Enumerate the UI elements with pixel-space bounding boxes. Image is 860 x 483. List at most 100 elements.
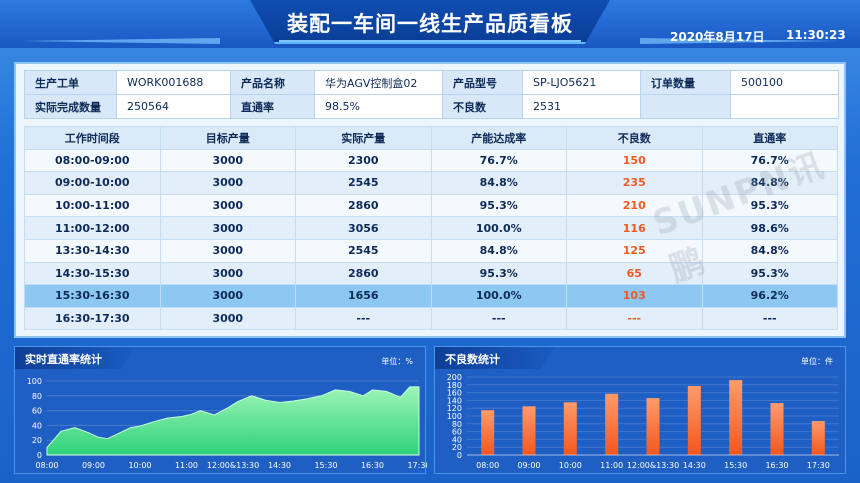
order-qty-value: 500100 (730, 70, 839, 95)
y-tick-label: 0 (457, 451, 462, 460)
pass-rate-chart-panel: 实时直通率统计 单位：% 0 20 40 60 80 100 08:00 09:00 10:00… (14, 346, 427, 474)
y-tick-label: 120 (447, 404, 462, 413)
x-tick-label: 08:00 (35, 461, 58, 470)
table-cell: 3000 (159, 216, 296, 240)
table-cell: 08:00-09:00 (24, 148, 161, 173)
table-cell: 84.8% (701, 171, 838, 195)
header: 装配一车间一线生产品质看板 2020年8月17日 11:30:23 (0, 0, 860, 48)
x-tick-label: 11:00 (175, 461, 198, 470)
table-cell: 116 (566, 216, 703, 240)
completed-qty-label: 实际完成数量 (24, 94, 117, 119)
info-row-2: 实际完成数量 250564 直通率 98.5% 不良数 2531 (24, 94, 839, 119)
defect-bar (729, 380, 743, 455)
x-tick-label: 14:30 (683, 461, 706, 470)
table-cell: 15:30-16:30 (24, 284, 161, 308)
table-row[interactable]: 16:30-17:30 3000 --- --- --- --- (24, 306, 838, 331)
pass-rate-chart-unit: 单位：% (381, 357, 413, 366)
empty-label-cell (640, 94, 731, 119)
x-tick-label: 11:00 (600, 461, 623, 470)
table-cell: 2300 (295, 148, 432, 173)
x-tick-label: 08:00 (476, 461, 499, 470)
product-name-label: 产品名称 (230, 70, 315, 95)
table-cell: 100.0% (430, 284, 567, 308)
y-tick-label: 0 (37, 451, 42, 460)
column-header: 目标产量 (159, 126, 296, 150)
table-cell: 76.7% (701, 148, 838, 173)
order-qty-label: 订单数量 (640, 70, 731, 95)
table-cell: 95.3% (430, 261, 567, 286)
defect-bar (770, 403, 784, 455)
table-row[interactable]: 13:30-14:30 3000 2545 84.8% 125 84.8% (24, 238, 838, 263)
title-plate (250, 0, 610, 44)
product-model-label: 产品型号 (442, 70, 523, 95)
x-tick-label: 17:30 (407, 461, 427, 470)
header-decoration-left (20, 38, 220, 44)
defect-bar (522, 406, 536, 456)
work-order-label: 生产工单 (24, 70, 117, 95)
pass-rate-chart-title: 实时直通率统计 (25, 353, 102, 366)
product-name-value: 华为AGV控制盒02 (314, 70, 443, 95)
table-cell: 76.7% (430, 148, 567, 173)
header-time: 11:30:23 (786, 28, 846, 42)
y-tick-label: 40 (452, 435, 462, 444)
table-cell: 3000 (159, 261, 296, 286)
table-cell: 2545 (295, 238, 432, 263)
defect-bar (646, 398, 660, 455)
y-tick-label: 80 (452, 420, 462, 429)
x-tick-label: 10:00 (559, 461, 582, 470)
table-cell: --- (295, 306, 432, 331)
table-cell: 1656 (295, 284, 432, 308)
defect-bar (811, 421, 825, 455)
table-row[interactable]: 10:00-11:00 3000 2860 95.3% 210 95.3% (24, 193, 838, 218)
defect-chart-title: 不良数统计 (445, 353, 500, 366)
table-cell: 2860 (295, 193, 432, 218)
x-tick-label: 10:00 (128, 461, 151, 470)
table-row[interactable]: 11:00-12:00 3000 3056 100.0% 116 98.6% (24, 216, 838, 240)
table-cell: 95.3% (430, 193, 567, 218)
table-cell: 3000 (159, 284, 296, 308)
y-tick-label: 100 (447, 412, 462, 421)
table-row[interactable]: 15:30-16:30 3000 1656 100.0% 103 96.2% (24, 284, 838, 308)
table-cell: 84.8% (430, 171, 567, 195)
header-decoration-right (640, 38, 840, 44)
table-cell: 3000 (159, 148, 296, 173)
hourly-production-table: 工作时间段 目标产量 实际产量 产能达成率 不良数 直通率 08:00-09:00 3000… (24, 126, 838, 331)
completed-qty-value: 250564 (116, 94, 231, 119)
x-tick-label: 09:00 (517, 461, 540, 470)
table-cell: 13:30-14:30 (24, 238, 161, 263)
defect-bar (687, 386, 701, 455)
table-cell: 3056 (295, 216, 432, 240)
x-tick-label: 09:00 (82, 461, 105, 470)
y-tick-label: 100 (27, 377, 42, 386)
table-cell: 95.3% (701, 193, 838, 218)
table-row[interactable]: 14:30-15:30 3000 2860 95.3% 65 95.3% (24, 261, 838, 286)
empty-value-cell (730, 94, 839, 119)
table-cell: 3000 (159, 238, 296, 263)
chart-title-plate (15, 347, 135, 369)
y-tick-label: 140 (447, 396, 462, 405)
column-header: 产能达成率 (430, 126, 567, 150)
x-tick-label: 15:30 (724, 461, 747, 470)
table-cell: --- (701, 306, 838, 331)
table-cell: 84.8% (701, 238, 838, 263)
y-tick-label: 160 (447, 389, 462, 398)
defect-count-value: 2531 (522, 94, 641, 119)
x-tick-label: 14:30 (268, 461, 291, 470)
y-tick-label: 180 (447, 381, 462, 390)
x-tick-label: 17:30 (807, 461, 830, 470)
table-row[interactable]: 08:00-09:00 3000 2300 76.7% 150 76.7% (24, 148, 838, 173)
table-cell: 98.6% (701, 216, 838, 240)
production-panel: 生产工单 WORK001688 产品名称 华为AGV控制盒02 产品型号 SP-… (14, 62, 846, 338)
order-info-grid: 生产工单 WORK001688 产品名称 华为AGV控制盒02 产品型号 SP-… (24, 70, 839, 119)
x-tick-label: 12:00&13:30 (627, 461, 679, 470)
table-cell: 3000 (159, 171, 296, 195)
column-header: 直通率 (701, 126, 838, 150)
table-cell: 16:30-17:30 (24, 306, 161, 331)
y-tick-label: 60 (32, 407, 42, 416)
table-row[interactable]: 09:00-10:00 3000 2545 84.8% 235 84.8% (24, 171, 838, 195)
y-tick-label: 40 (32, 421, 42, 430)
info-row-1: 生产工单 WORK001688 产品名称 华为AGV控制盒02 产品型号 SP-… (24, 70, 839, 95)
pass-rate-area (46, 386, 420, 456)
table-cell: 103 (566, 284, 703, 308)
